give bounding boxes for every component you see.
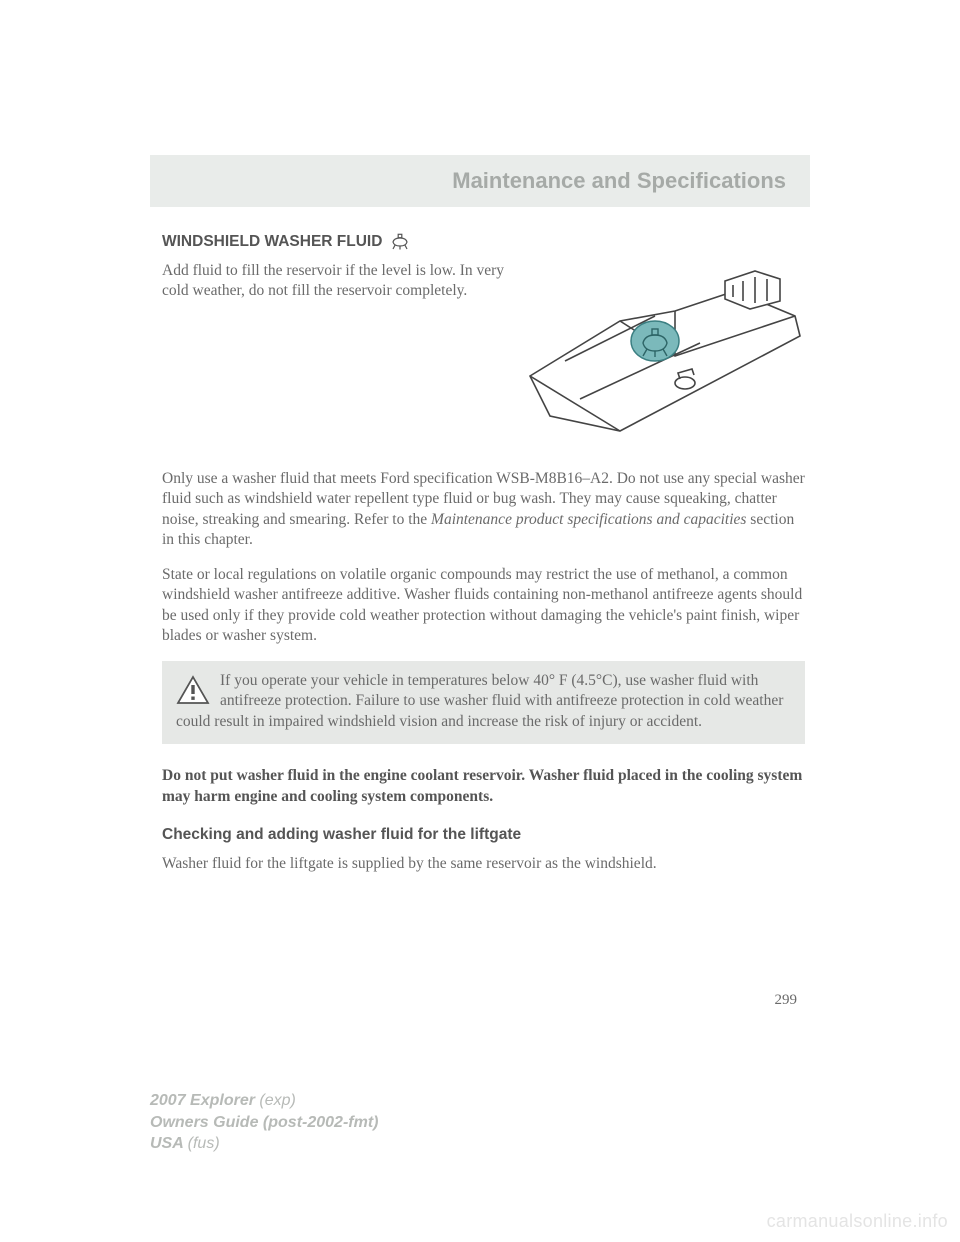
p1-em: Maintenance product specifications and c… (431, 511, 746, 528)
warning-box: If you operate your vehicle in temperatu… (162, 661, 805, 744)
footer-line-2: Owners Guide (post-2002-fmt) (150, 1112, 378, 1134)
reservoir-illustration (525, 261, 805, 451)
section-header-title: Maintenance and Specifications (452, 168, 786, 194)
warning-text: If you operate your vehicle in temperatu… (176, 672, 783, 730)
paragraph-spec: Only use a washer fluid that meets Ford … (162, 469, 805, 551)
footer-model: 2007 Explorer (150, 1092, 259, 1109)
intro-text: Add fluid to fill the reservoir if the l… (162, 261, 505, 451)
paragraph-regulations: State or local regulations on volatile o… (162, 565, 805, 647)
page-number: 299 (162, 992, 805, 1009)
footer-region: USA (150, 1135, 188, 1152)
sub-heading: Checking and adding washer fluid for the… (162, 826, 805, 844)
section-heading: WINDSHIELD WASHER FLUID (162, 233, 805, 251)
washer-fluid-icon (388, 233, 412, 251)
footer-block: 2007 Explorer (exp) Owners Guide (post-2… (150, 1090, 378, 1155)
warning-icon (176, 675, 210, 705)
paragraph-liftgate: Washer fluid for the liftgate is supplie… (162, 854, 805, 874)
section-heading-text: WINDSHIELD WASHER FLUID (162, 233, 382, 251)
section-header-bar: Maintenance and Specifications (150, 155, 810, 207)
page-content: WINDSHIELD WASHER FLUID Add fluid to fil… (150, 233, 810, 1009)
footer-model-code: (exp) (259, 1092, 295, 1109)
bold-warning: Do not put washer fluid in the engine co… (162, 766, 805, 808)
footer-line-1: 2007 Explorer (exp) (150, 1090, 378, 1112)
page-container: Maintenance and Specifications WINDSHIEL… (150, 155, 810, 1009)
watermark: carmanualsonline.info (767, 1211, 948, 1232)
footer-line-3: USA (fus) (150, 1133, 378, 1155)
footer-region-code: (fus) (188, 1135, 220, 1152)
intro-row: Add fluid to fill the reservoir if the l… (162, 261, 805, 451)
